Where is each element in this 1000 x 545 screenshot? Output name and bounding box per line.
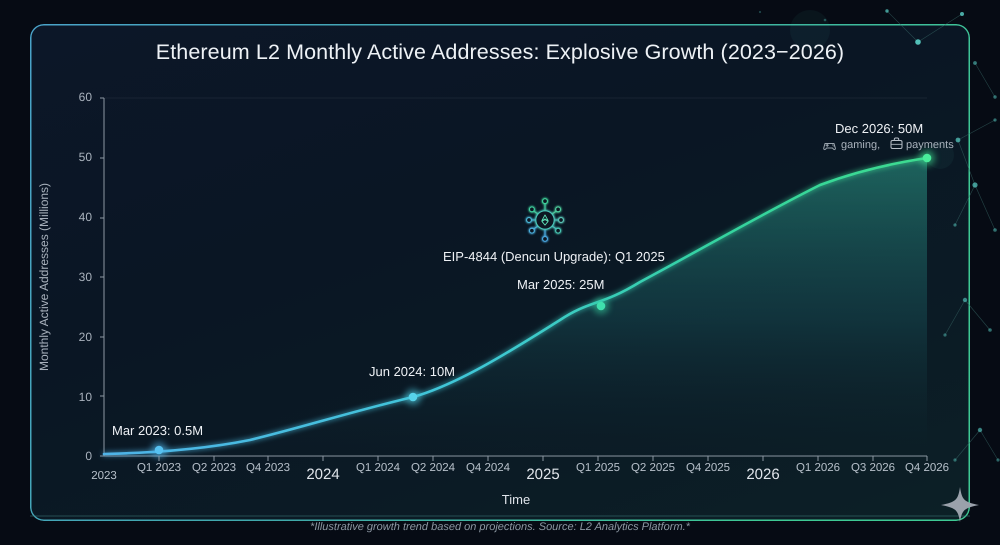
svg-text:*Illustrative growth trend bas: *Illustrative growth trend based on proj… — [310, 521, 691, 533]
